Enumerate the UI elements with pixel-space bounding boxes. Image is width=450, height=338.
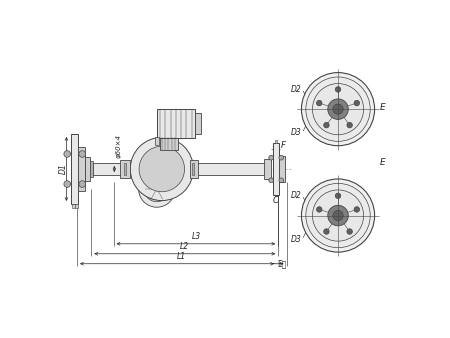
Circle shape bbox=[324, 122, 329, 128]
Circle shape bbox=[316, 100, 322, 106]
Circle shape bbox=[335, 193, 341, 198]
Bar bbox=[195, 113, 201, 134]
Circle shape bbox=[328, 99, 348, 119]
Bar bbox=[93, 163, 124, 175]
Bar bbox=[273, 143, 279, 195]
Bar bbox=[157, 109, 195, 138]
Text: L2: L2 bbox=[180, 242, 189, 251]
Circle shape bbox=[312, 190, 364, 241]
Bar bbox=[124, 163, 126, 175]
Bar bbox=[194, 163, 265, 175]
Bar bbox=[275, 140, 277, 143]
Bar bbox=[75, 204, 77, 208]
Circle shape bbox=[64, 181, 71, 187]
Bar bbox=[190, 160, 198, 178]
Circle shape bbox=[335, 87, 341, 92]
Bar bbox=[155, 137, 158, 145]
Bar bbox=[279, 156, 285, 182]
Bar bbox=[85, 158, 90, 180]
Circle shape bbox=[302, 179, 374, 252]
Circle shape bbox=[79, 181, 86, 187]
Bar bbox=[264, 159, 271, 179]
Circle shape bbox=[279, 155, 284, 160]
Circle shape bbox=[312, 83, 364, 135]
Text: E: E bbox=[380, 158, 385, 167]
Bar bbox=[71, 134, 78, 204]
Text: L3: L3 bbox=[191, 232, 200, 241]
Text: D3: D3 bbox=[291, 128, 302, 138]
Bar bbox=[120, 160, 130, 178]
Bar bbox=[160, 137, 179, 150]
Bar bbox=[72, 204, 75, 208]
Text: D2: D2 bbox=[291, 84, 302, 94]
Circle shape bbox=[139, 171, 175, 207]
Circle shape bbox=[316, 207, 322, 212]
Circle shape bbox=[149, 182, 164, 196]
Text: E: E bbox=[380, 103, 385, 112]
Circle shape bbox=[328, 205, 348, 226]
Circle shape bbox=[64, 151, 71, 157]
Circle shape bbox=[269, 178, 274, 183]
Circle shape bbox=[306, 183, 370, 248]
Circle shape bbox=[324, 229, 329, 234]
Circle shape bbox=[269, 155, 274, 160]
Circle shape bbox=[354, 207, 360, 212]
Ellipse shape bbox=[130, 138, 194, 200]
Text: L1: L1 bbox=[177, 252, 186, 261]
Bar bbox=[90, 161, 93, 177]
Circle shape bbox=[306, 77, 370, 141]
Text: D3: D3 bbox=[291, 235, 302, 244]
Text: C: C bbox=[273, 196, 279, 205]
Circle shape bbox=[144, 176, 170, 202]
Text: F: F bbox=[281, 141, 286, 149]
Circle shape bbox=[347, 122, 352, 128]
Bar bbox=[192, 163, 194, 175]
Circle shape bbox=[333, 104, 343, 114]
Circle shape bbox=[333, 211, 343, 221]
Circle shape bbox=[79, 151, 86, 157]
Bar bbox=[78, 147, 85, 191]
Circle shape bbox=[302, 73, 374, 146]
Text: D1: D1 bbox=[58, 164, 68, 174]
Circle shape bbox=[354, 100, 360, 106]
Text: φ60×4: φ60×4 bbox=[116, 134, 122, 158]
Ellipse shape bbox=[139, 146, 184, 192]
Circle shape bbox=[347, 229, 352, 234]
Text: D2: D2 bbox=[291, 191, 302, 200]
Text: E向: E向 bbox=[278, 259, 287, 268]
Circle shape bbox=[279, 178, 284, 183]
